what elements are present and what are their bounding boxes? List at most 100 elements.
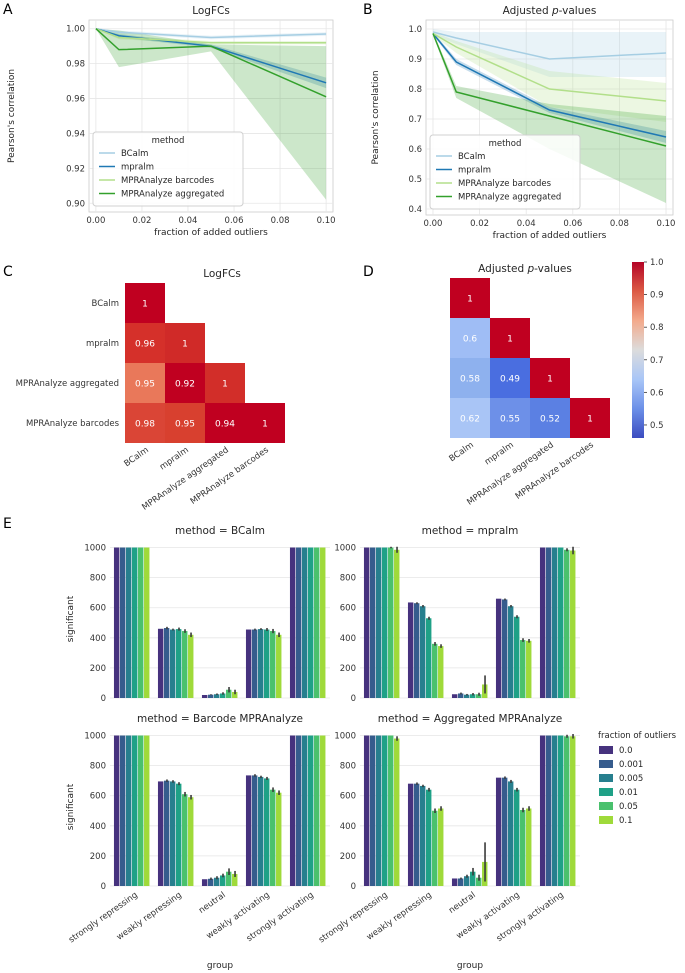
x-tick-label: neutral xyxy=(447,890,478,916)
bar xyxy=(438,646,444,698)
bar xyxy=(363,735,370,886)
bar xyxy=(176,783,182,886)
series-line-0 xyxy=(432,31,667,60)
chart-title: LogFCs xyxy=(192,5,230,17)
heatmap-cell xyxy=(245,403,285,443)
colorbar-tick-label: 0.6 xyxy=(650,388,664,398)
bar xyxy=(295,547,302,698)
legend-swatch xyxy=(599,816,613,824)
series-line-1 xyxy=(432,33,667,138)
bar xyxy=(501,777,508,886)
bar xyxy=(132,547,138,698)
x-tick-label: 0.04 xyxy=(517,219,536,229)
bar xyxy=(507,606,514,698)
cell-value: 1 xyxy=(507,335,513,345)
bar xyxy=(558,735,564,886)
bar xyxy=(188,797,194,886)
bar xyxy=(413,603,420,698)
cell-value: 0.6 xyxy=(463,335,478,345)
panel-label-e: E xyxy=(3,516,12,532)
cell-value: 1 xyxy=(222,380,228,390)
cell-value: 0.95 xyxy=(135,380,155,390)
confidence-band-1 xyxy=(95,28,327,89)
title-part: -values xyxy=(559,5,597,17)
legend-label: MPRAnalyze barcodes xyxy=(121,176,215,186)
y-tick-label: 0.98 xyxy=(66,60,85,70)
y-tick-label: 0 xyxy=(101,882,106,892)
cell-value: 1 xyxy=(182,340,188,350)
confidence-band-0 xyxy=(95,28,327,40)
heatmap-cell xyxy=(125,323,165,363)
title-part: -values xyxy=(534,263,572,275)
heatmap-cell xyxy=(205,403,245,443)
legend-box xyxy=(92,131,244,207)
y-tick-label: 0.7 xyxy=(408,115,422,125)
bar xyxy=(232,873,238,886)
x-axis-label: group xyxy=(457,961,483,971)
colorbar-tick-label: 0.7 xyxy=(650,356,664,366)
bar xyxy=(419,606,426,698)
y-tick-label: 800 xyxy=(340,762,356,772)
bar xyxy=(526,808,532,886)
panel-label-a: A xyxy=(3,2,13,18)
bar xyxy=(564,736,570,886)
bar xyxy=(495,777,502,886)
bar xyxy=(514,789,520,886)
heatmap-cell xyxy=(450,358,490,398)
bar xyxy=(369,547,376,698)
legend-swatch xyxy=(599,774,613,782)
column-label: mpralm xyxy=(158,445,191,472)
bar xyxy=(125,735,132,886)
bar xyxy=(113,735,120,886)
bar xyxy=(220,693,226,698)
heatmap-cell xyxy=(530,358,570,398)
cell-value: 0.62 xyxy=(460,415,480,425)
x-tick-label: 0.04 xyxy=(179,216,198,226)
heatmap-cell xyxy=(490,398,530,438)
confidence-band-3 xyxy=(432,32,667,203)
legend-swatch xyxy=(599,746,613,754)
y-tick-label: 0.92 xyxy=(66,164,85,174)
panel-b-line-chart: 0.00 0.02 0.04 0.06 0.08 0.10 0.4 0.5 0.6 0.7 0.8 0… xyxy=(371,5,675,241)
bar xyxy=(413,783,420,886)
bar xyxy=(432,810,438,886)
heatmap-cell xyxy=(125,403,165,443)
legend-title: method xyxy=(152,136,185,146)
heatmap-cell xyxy=(490,358,530,398)
legend: method BCalm mpralm MPRAnalyze barcodes MPRA… xyxy=(92,131,244,207)
confidence-band-2 xyxy=(432,32,667,122)
y-tick-label: 1.00 xyxy=(66,25,85,35)
facet-title: method = mpralm xyxy=(422,525,519,537)
bar xyxy=(207,694,214,698)
y-axis-label: significant xyxy=(66,595,76,642)
title-part: Adjusted xyxy=(478,263,527,275)
cell-value: 1 xyxy=(262,420,268,430)
y-tick-label: 1000 xyxy=(334,732,356,742)
x-tick-label: 0.06 xyxy=(563,219,582,229)
bar xyxy=(558,547,564,698)
y-tick-label: 1000 xyxy=(84,544,106,554)
y-tick-label: 200 xyxy=(340,852,356,862)
bar xyxy=(157,781,164,886)
x-tick-label: 0.10 xyxy=(317,216,336,226)
legend-label: 0.0 xyxy=(619,746,633,756)
bar xyxy=(570,550,576,698)
legend-title: fraction of outliers xyxy=(598,731,677,741)
y-tick-label: 800 xyxy=(90,762,106,772)
bar xyxy=(201,879,208,886)
heatmap-cell xyxy=(125,363,165,403)
bar xyxy=(570,736,576,886)
panel-d-heatmap: 1 0.6 1 0.58 0.49 1 0.62 0.55 0.52 1 BCalm mpralmMP… xyxy=(447,258,663,508)
x-axis-label: fraction of added outliers xyxy=(154,228,268,238)
y-tick-label: 600 xyxy=(90,792,106,802)
colorbar-tick-label: 0.9 xyxy=(650,291,664,301)
x-tick-label: 0.08 xyxy=(610,219,629,229)
bar xyxy=(301,547,308,698)
bar xyxy=(463,876,470,886)
bar xyxy=(545,547,552,698)
bar xyxy=(270,631,276,698)
bar xyxy=(375,547,382,698)
bar xyxy=(276,634,282,698)
y-tick-label: 0 xyxy=(101,694,106,704)
cell-value: 0.94 xyxy=(215,420,235,430)
